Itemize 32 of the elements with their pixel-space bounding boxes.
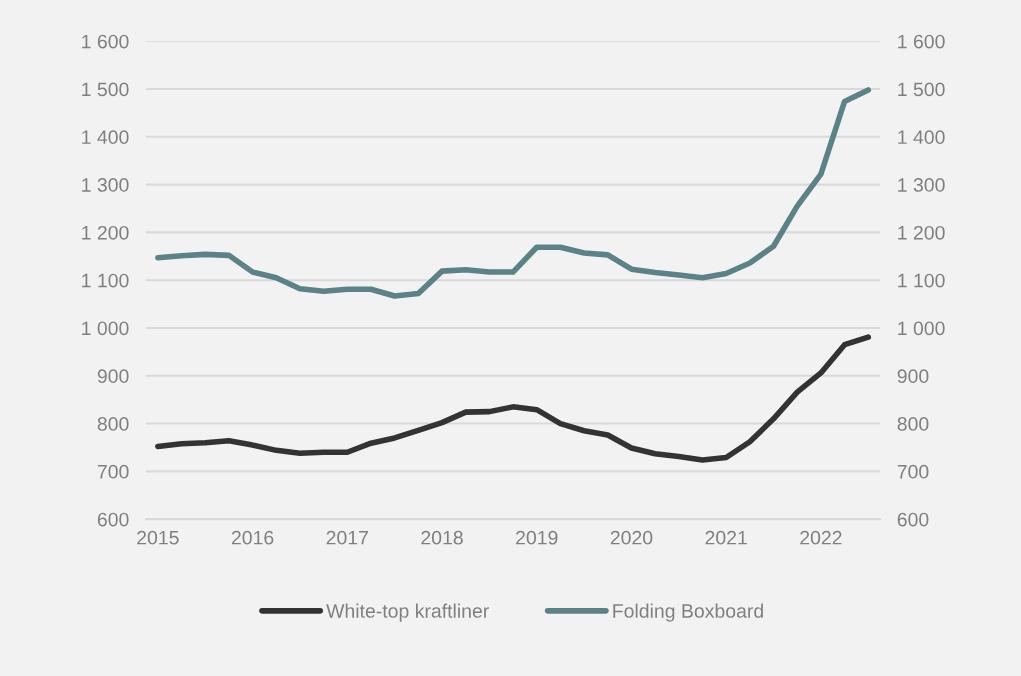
y2-tick-label: 800 [897, 417, 929, 431]
y2-tick-label: 1 000 [898, 321, 945, 336]
y2-tick-label: 1 200 [898, 225, 945, 240]
y2-tick-label: 1 600 [898, 34, 945, 49]
y-tick-label: 700 [97, 464, 129, 479]
y2-tick-label: 1 400 [898, 130, 945, 145]
y-tick-label: 1 200 [82, 225, 129, 240]
x-tick-label: 2017 [326, 530, 368, 545]
x-tick-label: 2020 [610, 530, 653, 545]
x-tick-label: 2019 [516, 530, 558, 545]
y-tick-label: 1 400 [82, 130, 129, 145]
y-tick-label: 1 300 [82, 178, 129, 192]
y-tick-label: 1 500 [82, 82, 129, 97]
y-tick-label: 600 [97, 512, 129, 527]
legend-label: Folding Boxboard [613, 603, 763, 622]
x-tick-label: 2022 [800, 530, 842, 545]
y2-tick-label: 700 [897, 464, 929, 479]
y2-tick-label: 1 100 [898, 273, 945, 288]
y-tick-label: 800 [97, 417, 129, 431]
y-tick-label: 1 100 [82, 273, 129, 288]
x-tick-label: 2018 [421, 530, 463, 545]
y2-tick-label: 900 [897, 369, 929, 384]
y2-tick-label: 1 500 [898, 82, 945, 97]
x-tick-label: 2016 [231, 530, 274, 545]
y2-tick-label: 1 300 [898, 178, 945, 192]
y-tick-label: 900 [97, 369, 129, 384]
x-tick-label: 2015 [137, 530, 179, 545]
legend-label: White-top kraftliner [326, 603, 489, 622]
x-tick-label: 2021 [705, 530, 747, 545]
y-tick-label: 1 600 [82, 34, 129, 49]
y-tick-label: 1 000 [82, 321, 129, 336]
y2-tick-label: 600 [897, 512, 929, 527]
